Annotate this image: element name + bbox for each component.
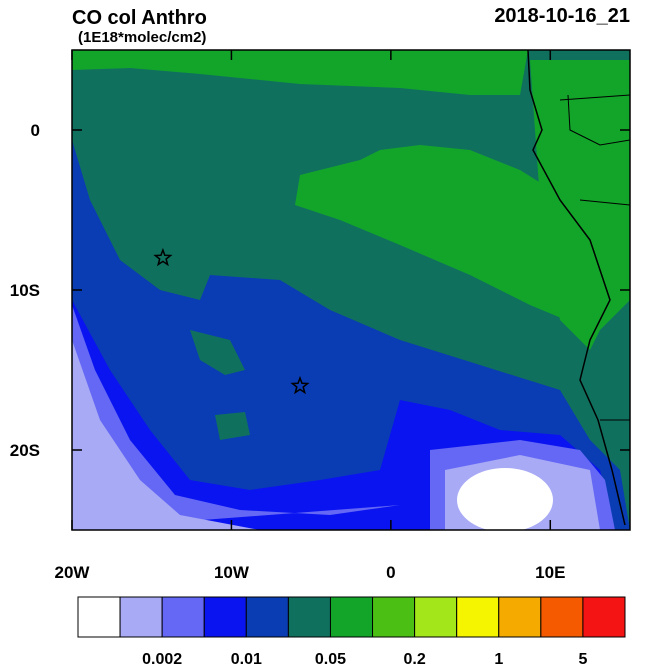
colorbar-label: 0.002 (142, 651, 182, 667)
color-box (203, 596, 247, 638)
color-box (414, 596, 458, 638)
subtitle: (1E18*molec/cm2) (78, 29, 206, 46)
color-box (456, 596, 500, 638)
colorbar-label: 1 (494, 651, 503, 667)
x-tick-label: 10E (535, 563, 565, 582)
title: CO col Anthro (72, 7, 207, 29)
colorbar-label: 0.2 (403, 651, 425, 667)
site-marker (153, 247, 173, 267)
colorbar-label: 0.05 (315, 651, 346, 667)
colorbar-label: 5 (578, 651, 587, 667)
color-box (161, 596, 205, 638)
y-tick-label: 20S (10, 441, 40, 460)
color-box (372, 596, 416, 638)
colorbar-label: 0.01 (231, 651, 262, 667)
color-box (329, 596, 374, 638)
color-box (77, 596, 121, 638)
color-box (540, 596, 584, 638)
color-box (498, 596, 542, 638)
y-tick-label: 0 (31, 121, 40, 140)
x-tick-label: 10W (214, 563, 250, 582)
color-box (119, 596, 163, 638)
x-tick-label: 20W (55, 563, 91, 582)
site-marker (290, 375, 310, 395)
color-box (245, 596, 289, 638)
color-box (287, 596, 331, 638)
color-box (582, 596, 626, 638)
timestamp: 2018-10-16_21 (494, 5, 630, 27)
y-tick-label: 10S (10, 281, 40, 300)
field (72, 50, 630, 530)
x-tick-label: 0 (386, 563, 395, 582)
